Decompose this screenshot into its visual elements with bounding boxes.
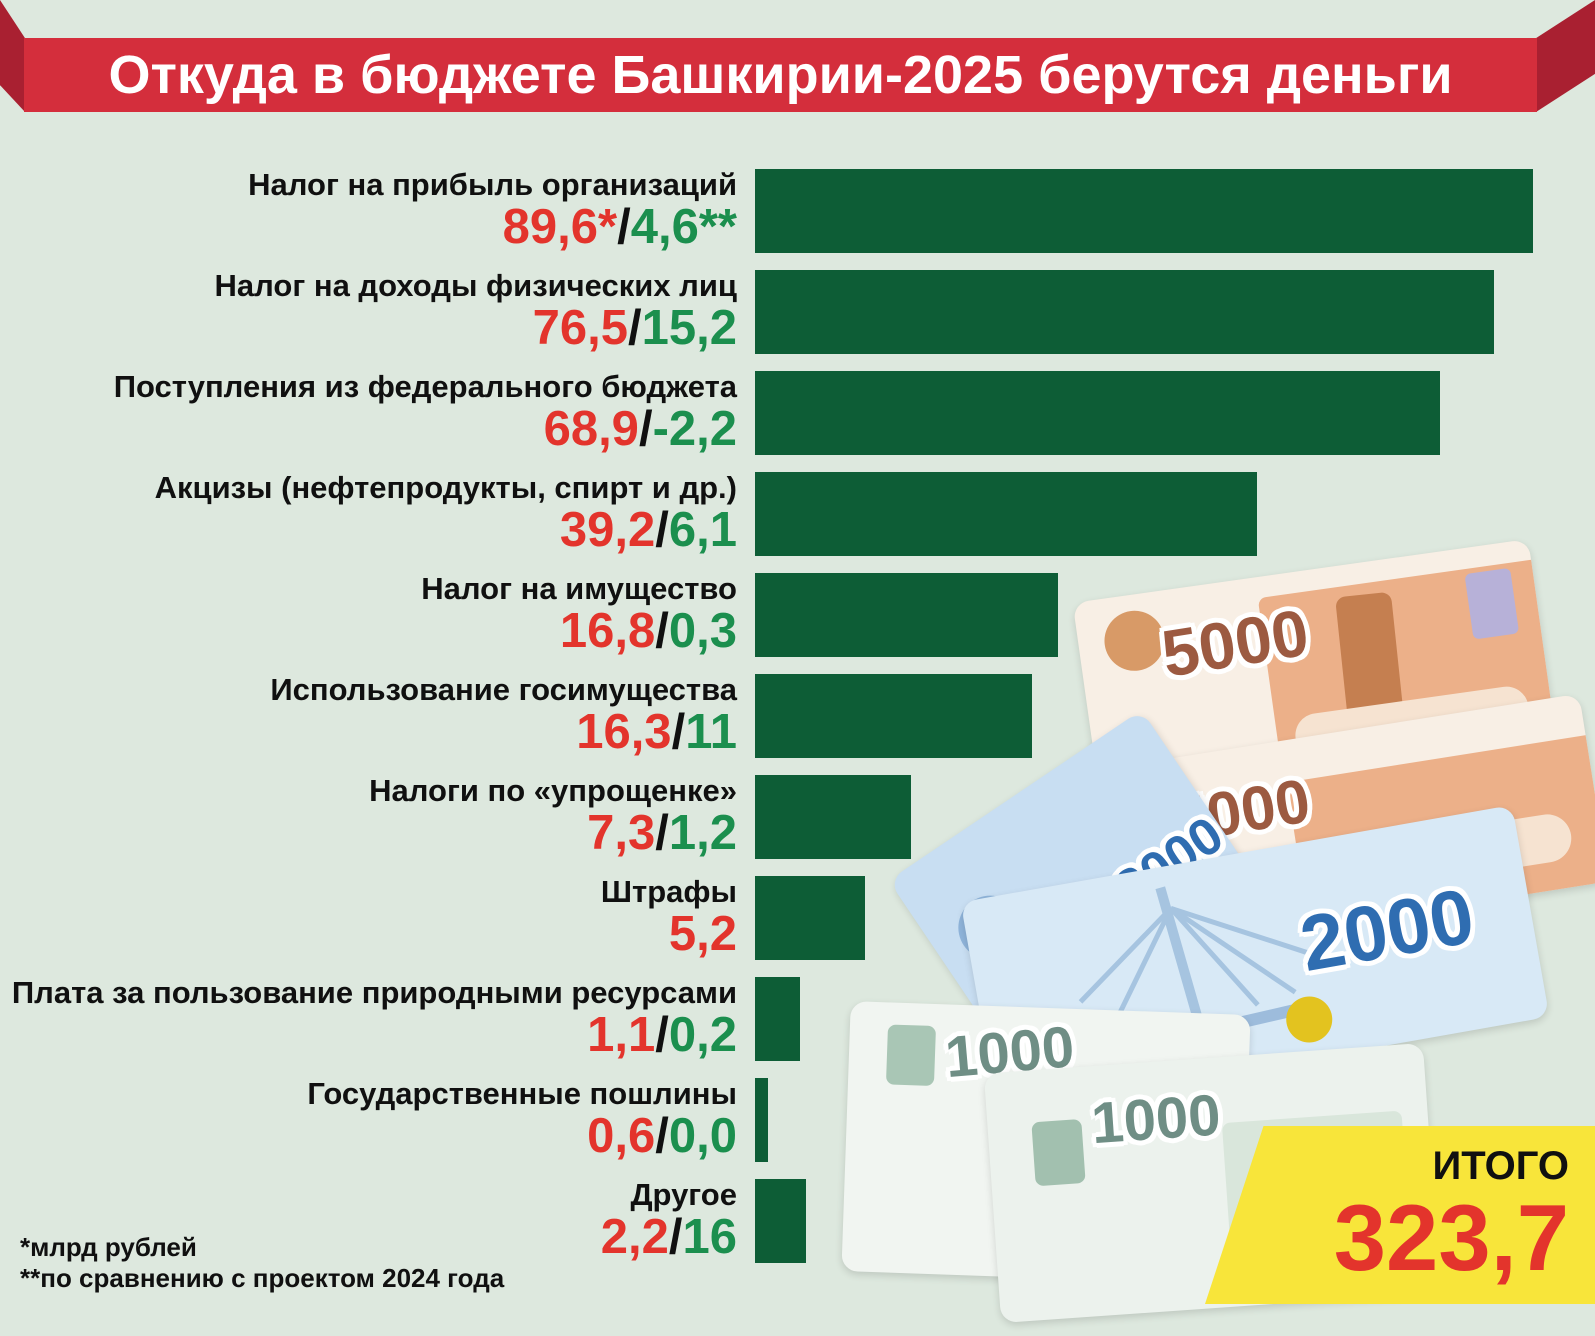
category-label: Государственные пошлины xyxy=(307,1075,737,1111)
chart-row: Налог на прибыль организаций 89,6*/4,6** xyxy=(0,160,1595,261)
value-separator: / xyxy=(617,200,631,255)
chart-row: Поступления из федерального бюджета 68,9… xyxy=(0,362,1595,463)
chart-row: Налог на доходы физических лиц 76,5/15,2 xyxy=(0,261,1595,362)
value-change: 15,2 xyxy=(641,301,737,356)
value-change: 0,3 xyxy=(668,604,737,659)
value-separator: / xyxy=(628,301,642,356)
value-2025: 2,2 xyxy=(600,1210,669,1265)
category-values: 0,6/0,0 xyxy=(0,1112,737,1161)
chart-row: Налог на имущество 16,8/0,3 xyxy=(0,564,1595,665)
footnote-units: *млрд рублей xyxy=(20,1232,197,1262)
value-change: 1,2 xyxy=(668,806,737,861)
bar xyxy=(755,774,911,859)
category-values: 7,3/1,2 xyxy=(0,809,737,858)
category-label: Поступления из федерального бюджета xyxy=(113,368,737,404)
bar xyxy=(755,370,1440,455)
bar xyxy=(755,875,865,960)
chart-row: Государственные пошлины 0,6/0,0 xyxy=(0,1069,1595,1170)
row-text: Использование госимущества 16,3/11 xyxy=(0,674,737,758)
title-banner: Откуда в бюджете Башкирии-2025 берутся д… xyxy=(24,38,1537,112)
category-label: Другое xyxy=(630,1176,737,1212)
value-2025: 0,6 xyxy=(587,1109,656,1164)
chart-row: Налоги по «упрощенке» 7,3/1,2 xyxy=(0,766,1595,867)
value-2025: 16,3 xyxy=(576,705,672,760)
bar xyxy=(755,976,800,1061)
chart-rows: Налог на прибыль организаций 89,6*/4,6**… xyxy=(0,160,1595,1271)
value-change: 11 xyxy=(685,705,737,760)
category-values: 39,2/6,1 xyxy=(0,506,737,555)
category-label: Налог на прибыль организаций xyxy=(248,166,737,202)
value-separator: / xyxy=(638,402,653,457)
row-text: Налог на имущество 16,8/0,3 xyxy=(0,573,737,657)
value-2025: 39,2 xyxy=(559,503,656,558)
category-label: Использование госимущества xyxy=(270,671,737,707)
category-values: 16,8/0,3 xyxy=(0,607,737,656)
chart-row: Штрафы 5,2 xyxy=(0,867,1595,968)
category-label: Акцизы (нефтепродукты, спирт и др.) xyxy=(154,469,737,505)
bar xyxy=(755,1077,768,1162)
category-values: 76,5/15,2 xyxy=(0,304,737,353)
page-title: Откуда в бюджете Башкирии-2025 берутся д… xyxy=(108,45,1453,105)
value-2025: 5,2 xyxy=(668,907,737,962)
category-values: 5,2 xyxy=(0,910,737,959)
chart-row: Другое 2,2/16 xyxy=(0,1170,1595,1271)
bar xyxy=(755,168,1533,253)
bar xyxy=(755,572,1058,657)
value-separator: / xyxy=(655,1008,669,1063)
value-change: 0,2 xyxy=(668,1008,737,1063)
footnotes: *млрд рублей **по сравнению с проектом 2… xyxy=(20,1232,504,1294)
category-values: 89,6*/4,6** xyxy=(0,203,737,252)
value-2025: 89,6* xyxy=(502,200,618,255)
row-text: Плата за пользование природными ресурсам… xyxy=(0,977,737,1061)
footnote-comparison: **по сравнению с проектом 2024 года xyxy=(20,1263,505,1294)
row-text: Государственные пошлины 0,6/0,0 xyxy=(0,1078,737,1162)
bar xyxy=(755,269,1494,354)
value-separator: / xyxy=(655,503,669,558)
value-separator: / xyxy=(655,604,669,659)
category-label: Налог на имущество xyxy=(421,570,737,606)
bar xyxy=(755,471,1257,556)
chart-row: Использование госимущества 16,3/11 xyxy=(0,665,1595,766)
category-values: 68,9/-2,2 xyxy=(0,405,737,454)
row-text: Налоги по «упрощенке» 7,3/1,2 xyxy=(0,775,737,859)
total-label: ИТОГО xyxy=(1432,1144,1569,1188)
total-box: ИТОГО 323,7 xyxy=(1205,1126,1595,1304)
row-text: Налог на доходы физических лиц 76,5/15,2 xyxy=(0,270,737,354)
bar xyxy=(755,1178,806,1263)
total-value: 323,7 xyxy=(1333,1185,1569,1290)
value-separator: / xyxy=(655,806,669,861)
value-change: 0,0 xyxy=(668,1109,737,1164)
row-text: Штрафы 5,2 xyxy=(0,876,737,960)
value-2025: 16,8 xyxy=(559,604,656,659)
value-2025: 7,3 xyxy=(587,806,656,861)
value-change: 16 xyxy=(682,1210,737,1265)
value-separator: / xyxy=(671,705,686,760)
category-label: Плата за пользование природными ресурсам… xyxy=(11,974,737,1010)
category-label: Налоги по «упрощенке» xyxy=(369,772,737,808)
value-separator: / xyxy=(655,1109,669,1164)
value-change: 6,1 xyxy=(668,503,737,558)
value-2025: 68,9 xyxy=(543,402,639,457)
value-separator: / xyxy=(668,1210,683,1265)
row-text: Акцизы (нефтепродукты, спирт и др.) 39,2… xyxy=(0,472,737,556)
category-label: Налог на доходы физических лиц xyxy=(214,267,737,303)
chart-row: Акцизы (нефтепродукты, спирт и др.) 39,2… xyxy=(0,463,1595,564)
bar xyxy=(755,673,1032,758)
category-label: Штрафы xyxy=(600,873,737,909)
value-2025: 76,5 xyxy=(532,301,628,356)
chart-row: Плата за пользование природными ресурсам… xyxy=(0,968,1595,1069)
row-text: Поступления из федерального бюджета 68,9… xyxy=(0,371,737,455)
category-values: 16,3/11 xyxy=(0,708,737,757)
value-2025: 1,1 xyxy=(587,1008,656,1063)
row-text: Налог на прибыль организаций 89,6*/4,6** xyxy=(0,169,737,253)
category-values: 2,2/16 xyxy=(0,1213,737,1262)
row-text: Другое 2,2/16 xyxy=(0,1179,737,1263)
category-values: 1,1/0,2 xyxy=(0,1011,737,1060)
value-change: -2,2 xyxy=(652,402,737,457)
value-change: 4,6** xyxy=(630,200,737,255)
